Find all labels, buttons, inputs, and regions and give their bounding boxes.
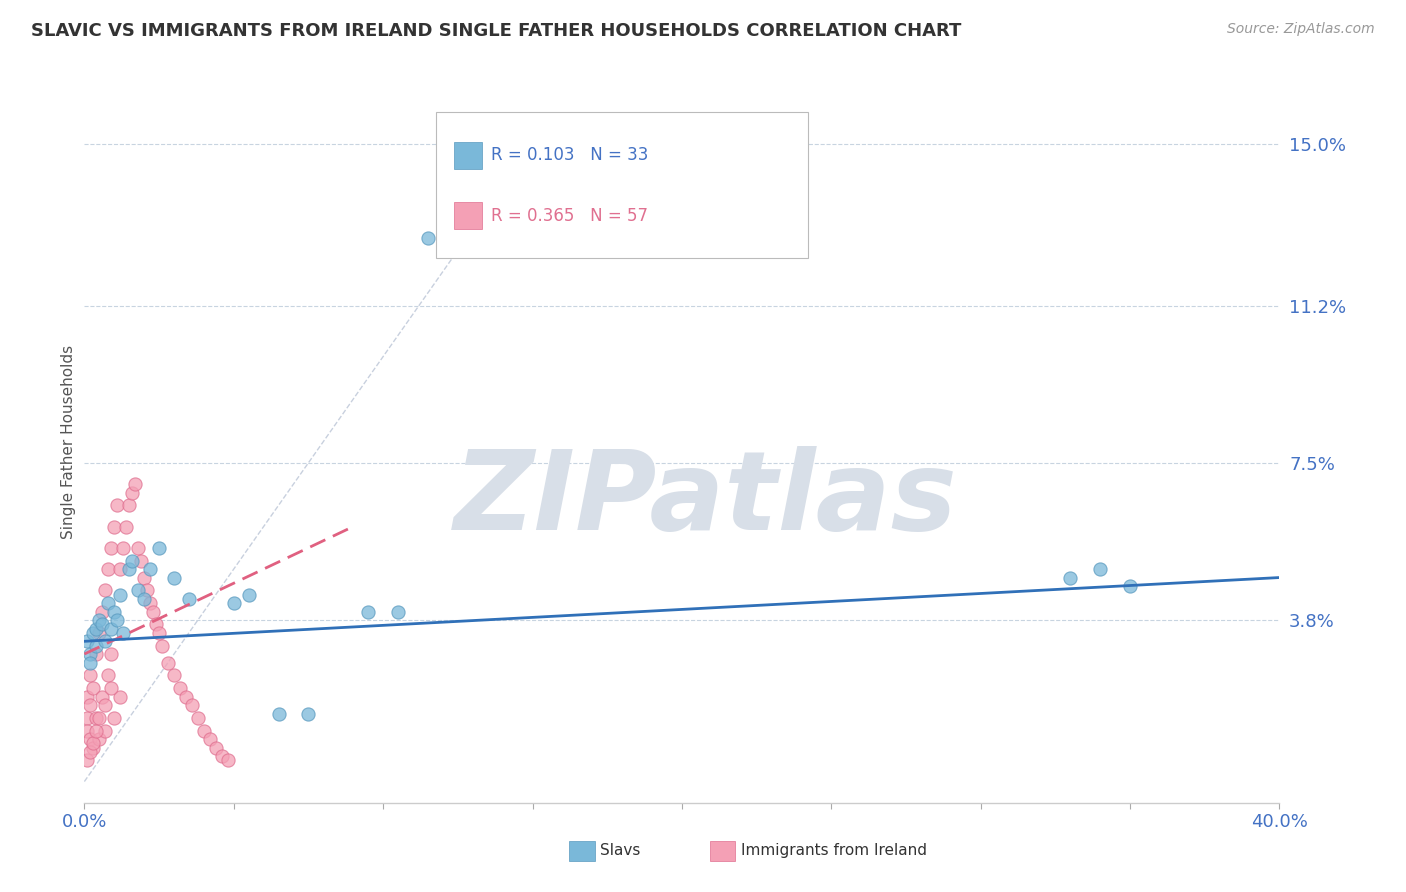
Point xyxy=(79,656,101,670)
Point xyxy=(174,690,197,704)
Point xyxy=(79,668,101,682)
Point xyxy=(193,723,215,738)
Point xyxy=(86,639,108,653)
Text: Immigrants from Ireland: Immigrants from Ireland xyxy=(741,844,927,858)
Point xyxy=(86,622,108,636)
Point xyxy=(1119,579,1142,593)
Point xyxy=(79,745,101,759)
Point xyxy=(79,698,101,712)
Point xyxy=(89,625,111,640)
Point xyxy=(205,740,228,755)
Point xyxy=(89,732,111,747)
Point xyxy=(76,711,98,725)
Point xyxy=(222,596,245,610)
Point xyxy=(82,740,104,755)
Point xyxy=(103,711,125,725)
Point xyxy=(136,583,159,598)
Point xyxy=(76,690,98,704)
Point xyxy=(82,736,104,750)
Text: R = 0.103   N = 33: R = 0.103 N = 33 xyxy=(491,146,648,164)
Point xyxy=(357,605,380,619)
Point xyxy=(187,711,209,725)
Point xyxy=(103,605,125,619)
Point xyxy=(97,668,120,682)
Point xyxy=(142,605,165,619)
Point xyxy=(416,230,439,244)
Point xyxy=(238,588,260,602)
Point xyxy=(112,541,135,555)
Point xyxy=(94,583,117,598)
Point xyxy=(94,698,117,712)
Y-axis label: Single Father Households: Single Father Households xyxy=(60,344,76,539)
Point xyxy=(110,562,132,576)
Point xyxy=(79,732,101,747)
Point xyxy=(1090,562,1112,576)
Point xyxy=(211,749,233,764)
Text: SLAVIC VS IMMIGRANTS FROM IRELAND SINGLE FATHER HOUSEHOLDS CORRELATION CHART: SLAVIC VS IMMIGRANTS FROM IRELAND SINGLE… xyxy=(31,22,962,40)
Point xyxy=(79,647,101,661)
Point xyxy=(139,562,162,576)
Point xyxy=(100,622,122,636)
Point xyxy=(132,570,156,584)
Point xyxy=(100,647,122,661)
Point xyxy=(86,647,108,661)
Point xyxy=(217,753,239,767)
Text: Slavs: Slavs xyxy=(600,844,641,858)
Point xyxy=(148,625,170,640)
Point xyxy=(76,753,98,767)
Point xyxy=(105,498,128,512)
Point xyxy=(110,690,132,704)
Point xyxy=(132,591,156,606)
Point xyxy=(148,541,170,555)
Point xyxy=(1059,570,1081,584)
Point xyxy=(89,613,111,627)
Point xyxy=(100,541,122,555)
Point xyxy=(129,553,152,567)
Point xyxy=(86,711,108,725)
Text: R = 0.365   N = 57: R = 0.365 N = 57 xyxy=(491,207,648,225)
Point xyxy=(181,698,204,712)
Point xyxy=(103,519,125,533)
Text: Source: ZipAtlas.com: Source: ZipAtlas.com xyxy=(1227,22,1375,37)
Point xyxy=(387,605,409,619)
Point xyxy=(89,711,111,725)
Point xyxy=(118,562,141,576)
Point xyxy=(297,706,319,721)
Point xyxy=(91,617,114,632)
Point xyxy=(91,605,114,619)
Point xyxy=(121,553,143,567)
Point xyxy=(94,723,117,738)
Point xyxy=(91,690,114,704)
Point xyxy=(121,485,143,500)
Point xyxy=(139,596,162,610)
Point xyxy=(82,625,104,640)
Point xyxy=(76,723,98,738)
Point xyxy=(177,591,200,606)
Point xyxy=(115,519,138,533)
Point xyxy=(163,570,186,584)
Point xyxy=(145,617,167,632)
Point xyxy=(157,656,180,670)
Point xyxy=(97,596,120,610)
Point xyxy=(150,639,173,653)
Point xyxy=(112,625,135,640)
Point xyxy=(94,634,117,648)
Point xyxy=(163,668,186,682)
Point xyxy=(267,706,290,721)
Point xyxy=(82,681,104,695)
Point xyxy=(76,634,98,648)
Point xyxy=(86,723,108,738)
Point xyxy=(198,732,221,747)
Text: ZIPatlas: ZIPatlas xyxy=(454,446,957,553)
Point xyxy=(124,477,146,491)
Point xyxy=(110,588,132,602)
Point xyxy=(169,681,191,695)
Point xyxy=(118,498,141,512)
Point xyxy=(100,681,122,695)
Point xyxy=(105,613,128,627)
Point xyxy=(127,583,149,598)
Point xyxy=(127,541,149,555)
Point xyxy=(97,562,120,576)
